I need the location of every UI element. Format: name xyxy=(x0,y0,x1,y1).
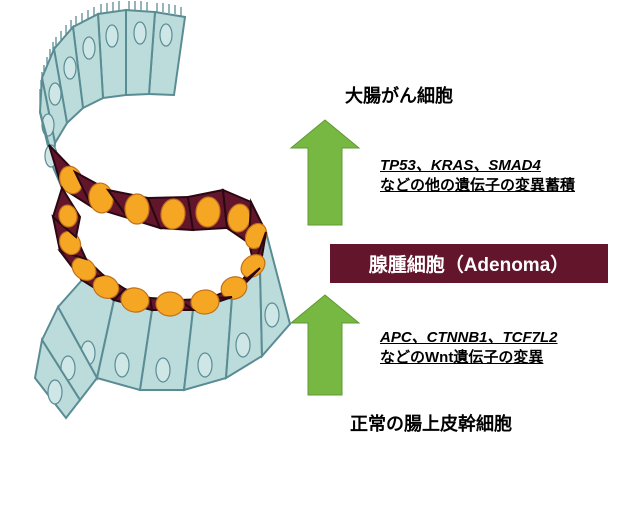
label-top: 大腸がん細胞 xyxy=(345,82,453,108)
label-lower-genes: APC、CTNNB1、TCF7L2 などのWnt遺伝子の変異 xyxy=(380,328,558,369)
label-adenoma-box: 腺腫細胞（Adenoma） xyxy=(330,244,608,283)
upper-genes-line1: TP53、KRAS、SMAD4 xyxy=(380,157,541,174)
label-upper-genes: TP53、KRAS、SMAD4 などの他の遺伝子の変異蓄積 xyxy=(380,156,575,197)
lower-genes-line1: APC、CTNNB1、TCF7L2 xyxy=(380,329,558,346)
lower-genes-line2: などのWnt遺伝子の変異 xyxy=(380,349,543,366)
label-bottom: 正常の腸上皮幹細胞 xyxy=(350,410,512,436)
upper-genes-line2: などの他の遺伝子の変異蓄積 xyxy=(380,177,575,194)
